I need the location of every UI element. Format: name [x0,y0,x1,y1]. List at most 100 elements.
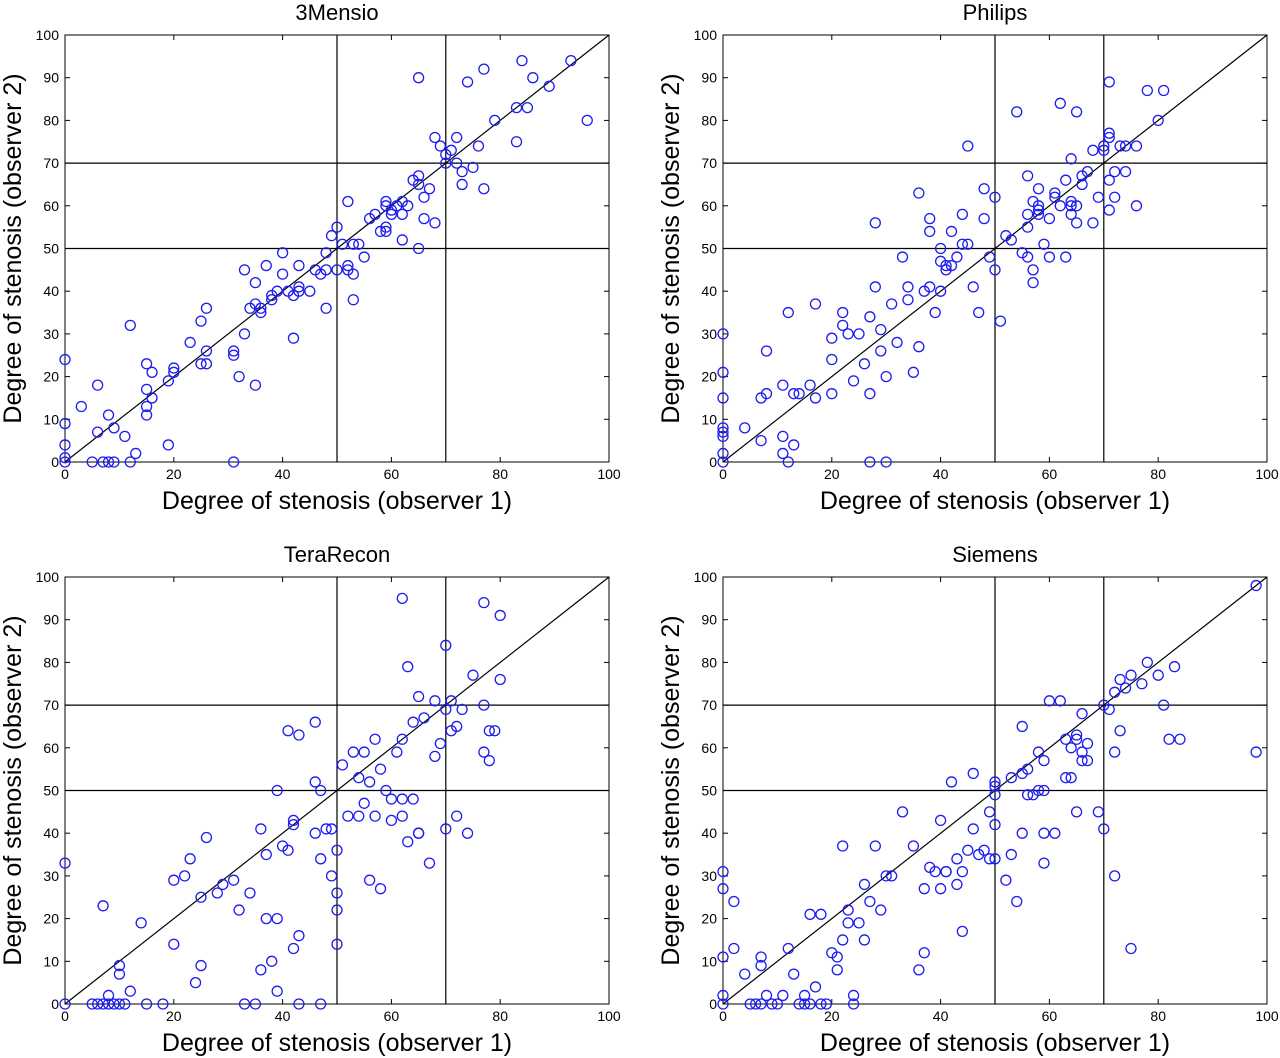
data-point [875,345,887,357]
data-point [146,392,158,404]
data-point [1087,144,1099,156]
data-point [59,439,71,451]
data-point [244,887,256,899]
data-point [1168,661,1181,673]
data-point [755,998,767,1010]
data-point [97,456,109,468]
data-point [1119,682,1132,694]
y-tick-label: 0 [709,996,717,1012]
data-point [788,388,800,400]
data-point [380,225,392,238]
data-point [140,409,153,421]
data-point [380,784,392,797]
x-tick-label: 0 [61,466,69,482]
y-tick-label: 50 [701,783,717,799]
data-point [717,989,729,1002]
data-point [255,302,267,314]
data-point [934,814,947,827]
data-point [1092,806,1105,818]
data-point [924,281,936,293]
data-point [434,737,447,750]
data-point [1141,656,1153,669]
data-point [195,315,207,327]
y-tick-label: 20 [701,369,717,385]
data-point [293,729,305,741]
data-point [304,285,316,297]
data-point [951,878,963,891]
data-point [119,430,131,443]
identity-line [722,576,1268,1005]
data-point [358,746,370,758]
data-point [162,439,175,451]
y-tick-label: 60 [43,198,59,214]
data-point [162,375,175,387]
data-point [1043,212,1056,225]
data-point [1021,251,1034,263]
data-point [717,328,729,340]
data-point [717,430,729,443]
data-point [842,904,854,916]
data-point [1152,669,1164,681]
data-point [510,101,523,114]
data-point [467,669,479,681]
data-point [102,456,115,468]
data-point [1103,204,1115,216]
data-point [1021,170,1034,182]
data-point [1032,208,1045,220]
data-point [1125,942,1137,955]
data-point [140,383,153,396]
data-point [864,895,876,908]
y-tick-label: 80 [43,112,59,128]
data-point [1130,200,1143,212]
data-point [200,358,213,370]
y-tick-label: 40 [43,825,59,841]
data-point [717,456,729,468]
data-point [369,733,381,745]
data-point [798,989,811,1002]
data-point [429,217,441,229]
data-point [385,793,398,805]
data-point [402,836,414,848]
data-point [717,366,729,378]
data-point [353,772,365,784]
data-point [189,977,202,989]
chart-title: TeraRecon [284,542,390,567]
data-point [59,452,71,464]
data-point [119,998,131,1010]
data-point [869,217,881,229]
data-point [793,388,805,400]
data-point [864,311,876,323]
data-point [1119,140,1132,152]
x-axis-label: Degree of stenosis (observer 1) [820,487,1170,515]
data-point [271,784,283,797]
data-point [777,430,789,443]
data-point [760,345,773,357]
data-point [1016,720,1028,733]
data-point [1136,678,1148,690]
y-tick-label: 70 [43,697,59,713]
data-point [1109,870,1121,882]
y-tick-label: 90 [701,70,717,86]
x-tick-label: 0 [719,1008,727,1024]
data-point [184,336,196,349]
data-point [271,912,283,925]
data-point [1000,874,1012,886]
data-point [478,596,490,609]
chart-title: Philips [963,0,1028,25]
data-point [293,259,305,272]
data-point [1038,754,1050,767]
data-point [934,285,947,297]
data-point [59,998,71,1010]
data-point [831,951,843,963]
data-point [217,878,229,891]
data-point [478,183,490,195]
data-point [924,212,936,225]
data-point [1076,754,1088,767]
data-point [1157,84,1170,97]
data-point [412,170,425,182]
data-point [815,908,827,920]
data-point [777,989,789,1002]
y-tick-label: 0 [51,454,59,470]
data-point [510,136,523,148]
x-axis-label: Degree of stenosis (observer 1) [162,487,512,515]
